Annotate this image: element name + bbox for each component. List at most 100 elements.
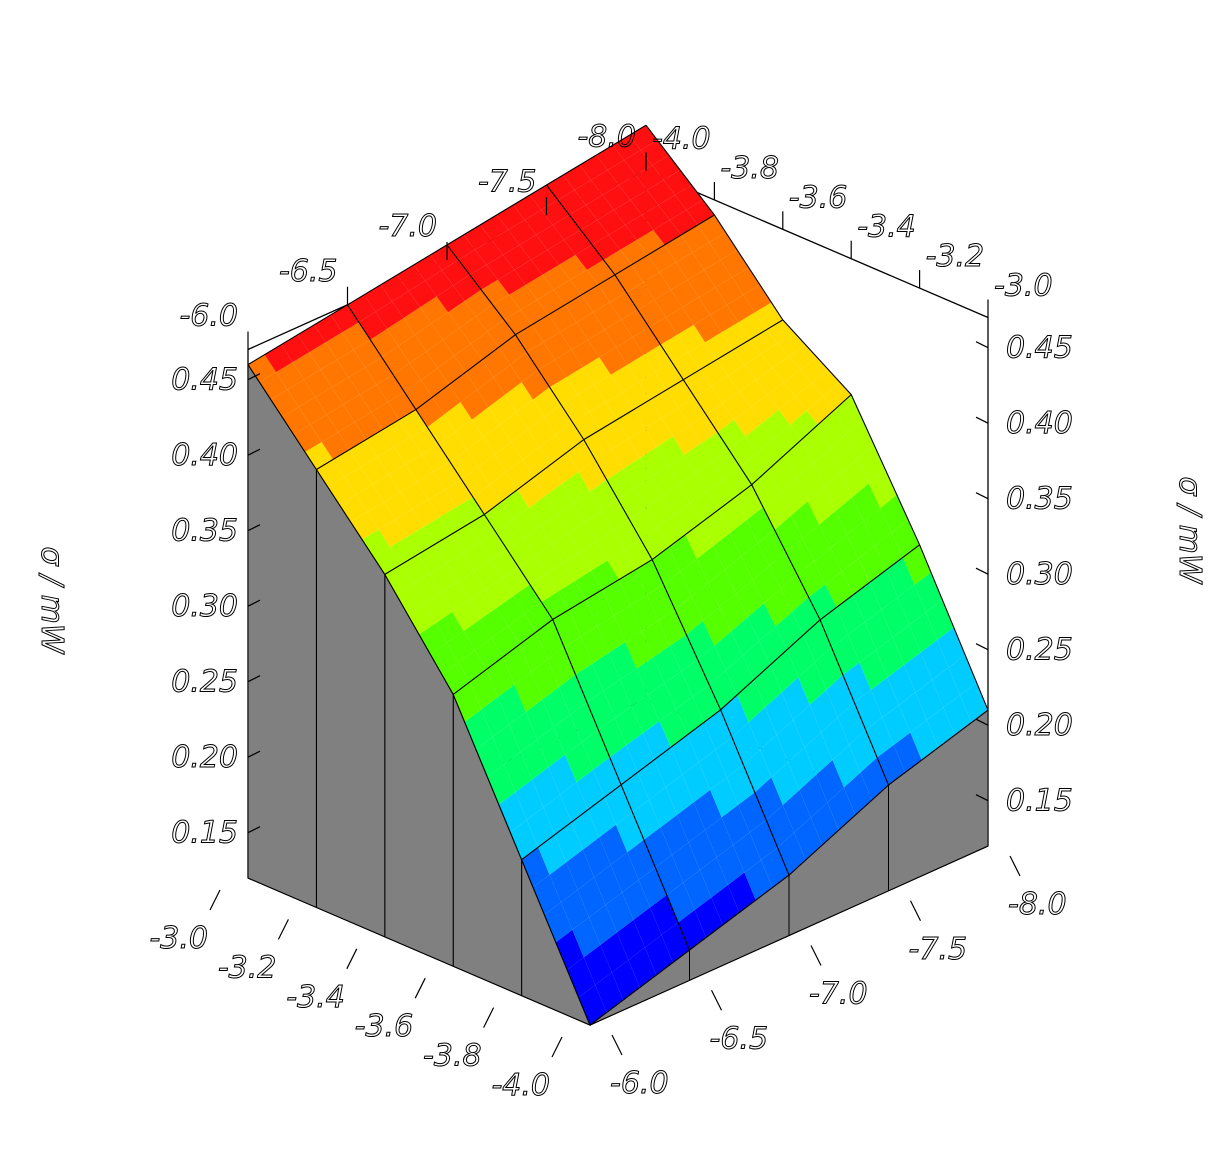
surface-patch <box>343 394 372 423</box>
surface-patch <box>425 270 454 297</box>
surface-patch <box>588 329 616 358</box>
surface-patch <box>812 448 841 488</box>
surface-patch <box>722 391 751 420</box>
mesh-line <box>384 319 784 575</box>
surface-patch <box>791 501 820 539</box>
surface-patch <box>698 287 727 315</box>
surface-patch <box>796 463 825 502</box>
surface-patch <box>721 322 750 350</box>
surface-patch <box>670 279 699 308</box>
surface-patch <box>886 557 915 598</box>
surface-patch <box>443 402 472 433</box>
surface-patch <box>624 539 653 570</box>
surface-patch <box>485 578 514 608</box>
surface-patch <box>510 819 539 860</box>
surface-patch <box>505 382 533 413</box>
surface-patch <box>619 569 647 606</box>
surface-patch <box>565 742 594 783</box>
mesh-line <box>452 394 852 695</box>
surface-patch <box>847 521 875 559</box>
surface-patch <box>759 626 787 665</box>
z-axis-label-left: σ / mW <box>34 546 69 654</box>
surface-patch <box>877 745 906 785</box>
surface-patch <box>634 477 663 508</box>
surface-patch <box>528 495 557 527</box>
surface-patch <box>569 599 598 637</box>
surface-patch <box>520 739 549 780</box>
surface-patch <box>685 522 714 559</box>
surface-patch <box>581 284 610 313</box>
surface-patch <box>738 792 767 833</box>
surface-patch <box>287 379 316 408</box>
surface-patch <box>692 684 721 723</box>
surface-patch <box>648 244 676 273</box>
z-right-tick-label: 0.25 <box>1006 633 1073 668</box>
y-tick-mark <box>346 948 358 970</box>
surface-patch <box>859 649 888 690</box>
y-tick-mark <box>277 919 289 940</box>
surface-patch <box>654 747 683 788</box>
surface-patch <box>646 496 674 528</box>
surface-patch <box>761 847 789 888</box>
surface-patch <box>783 369 812 397</box>
surface-patch <box>800 357 829 383</box>
surface-patch <box>633 399 662 429</box>
z-left-tick-label: 0.25 <box>171 665 238 700</box>
surface-patch <box>768 454 797 493</box>
surface-patch <box>597 615 626 653</box>
surface-patch <box>622 382 651 410</box>
surface-patch <box>807 487 836 525</box>
surface-patch <box>779 478 808 516</box>
surface-patch <box>542 687 571 728</box>
surface-patch <box>778 396 807 425</box>
surface-patch <box>677 324 706 353</box>
surface-patch <box>533 874 561 915</box>
surface-patch <box>625 631 654 669</box>
surface-patch <box>526 807 555 848</box>
surface-patch <box>396 584 425 615</box>
surface-patch <box>424 592 453 624</box>
x-tick-mark <box>810 945 822 966</box>
y-top-tick-label: -3.2 <box>926 239 985 274</box>
surface-patch <box>688 342 717 370</box>
surface-patch <box>842 662 871 703</box>
surface-patch <box>519 631 548 672</box>
surface-patch <box>560 782 588 823</box>
surface-patch <box>672 425 701 455</box>
surface-patch <box>704 259 732 288</box>
surface-patch <box>309 342 338 370</box>
surface-patch <box>411 499 440 527</box>
mesh-line <box>247 364 591 1026</box>
z-right-tick-mark <box>975 341 989 349</box>
surface-patch <box>471 407 500 438</box>
surface-patch <box>627 354 656 383</box>
surface-patch <box>298 397 327 425</box>
surface-patch <box>560 322 588 350</box>
surface-patch <box>623 458 652 489</box>
surface-patch <box>400 482 429 510</box>
surface-patch <box>577 384 606 413</box>
surface-patch <box>732 722 760 765</box>
surface-patch <box>442 328 471 356</box>
y-top-tick-label: -3.0 <box>994 269 1053 304</box>
surface-patch <box>777 332 806 357</box>
surface-patch <box>584 510 613 542</box>
surface-patch <box>718 497 747 533</box>
surface-patch <box>647 584 675 621</box>
surface-patch <box>606 468 635 500</box>
y-tick-mark <box>209 889 221 911</box>
surface-patch <box>543 332 572 360</box>
z-left-tick-mark <box>247 675 261 683</box>
surface-patch <box>527 417 556 448</box>
surface-patch <box>582 837 611 878</box>
surface-patch <box>628 947 657 988</box>
surface-patch <box>662 484 691 516</box>
surface-patch <box>401 554 430 584</box>
surface-patch <box>600 419 629 450</box>
surface-patch <box>568 522 597 552</box>
surface-patch <box>595 449 624 480</box>
surface-patch <box>925 599 954 640</box>
surface-patch <box>607 160 636 186</box>
surface-patch <box>406 527 435 555</box>
surface-patch <box>926 707 955 748</box>
